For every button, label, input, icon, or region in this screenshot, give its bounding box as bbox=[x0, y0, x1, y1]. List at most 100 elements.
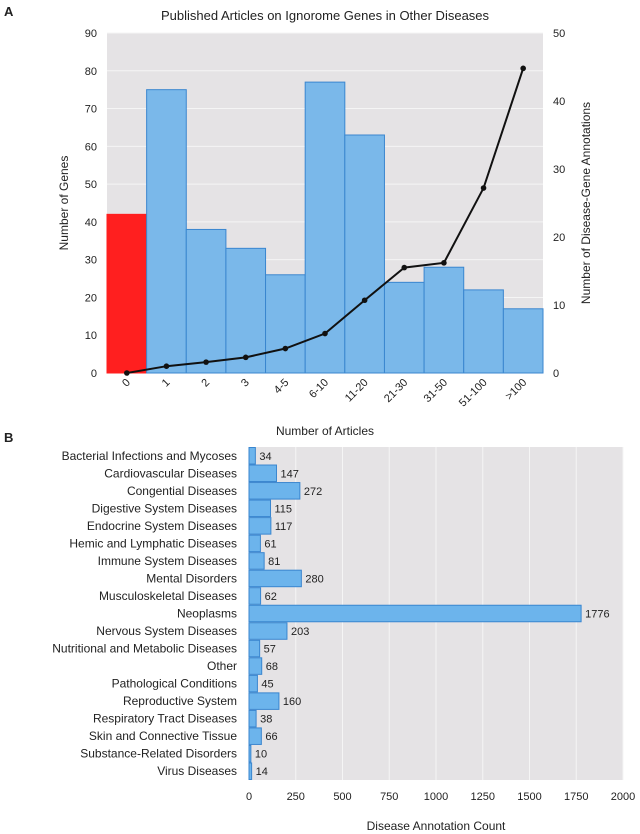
category-label: Reproductive System bbox=[123, 694, 237, 708]
bar-Cardiovascular Diseases bbox=[248, 464, 277, 483]
data-label: 203 bbox=[291, 626, 309, 638]
category-label: Immune System Diseases bbox=[98, 554, 237, 568]
line-point-51-100 bbox=[480, 185, 487, 191]
bar-1 bbox=[146, 89, 187, 374]
category-label: Pathological Conditions bbox=[112, 677, 237, 691]
data-label: 38 bbox=[260, 714, 272, 726]
bar->100 bbox=[502, 308, 544, 374]
category-label: Congential Diseases bbox=[127, 484, 237, 498]
x-tick-label: 500 bbox=[333, 791, 351, 803]
x-tick-label: 6-10 bbox=[307, 377, 331, 401]
category-label: Neoplasms bbox=[177, 607, 237, 621]
category-label: Digestive System Diseases bbox=[92, 501, 237, 515]
x-tick-label: 1250 bbox=[471, 791, 495, 803]
bar-31-50 bbox=[423, 266, 465, 374]
data-label: 45 bbox=[261, 679, 273, 691]
bar-Musculoskeletal Diseases bbox=[248, 587, 262, 605]
x-tick-label: 250 bbox=[287, 791, 305, 803]
line-point-31-50 bbox=[441, 260, 447, 266]
x-tick-label: >100 bbox=[503, 377, 529, 403]
line-point-21-30 bbox=[401, 264, 408, 271]
line-point-1 bbox=[163, 363, 170, 370]
x-tick-label: 750 bbox=[380, 791, 398, 803]
y-tick-label: 90 bbox=[85, 28, 97, 40]
data-label: 115 bbox=[275, 503, 293, 515]
bar-Substance-Related Disorders bbox=[248, 744, 252, 763]
data-label: 1776 bbox=[585, 609, 609, 621]
bar-6-10 bbox=[304, 81, 346, 374]
x-tick-label: 51-100 bbox=[457, 377, 490, 410]
bar-4-5 bbox=[265, 274, 306, 374]
line-point-3 bbox=[242, 354, 249, 361]
bar-21-30 bbox=[383, 281, 425, 374]
y-tick-label: 50 bbox=[85, 179, 97, 191]
line-point-6-10 bbox=[322, 330, 328, 337]
x-axis-label-b: Disease Annotation Count bbox=[367, 819, 506, 833]
bar-Hemic and Lymphatic Diseases bbox=[248, 534, 261, 553]
y2-axis-label: Number of Disease-Gene Annotations bbox=[579, 102, 593, 304]
category-label: Virus Diseases bbox=[157, 764, 237, 778]
bar-Bacterial Infections and Mycoses bbox=[248, 447, 256, 465]
line-point-4-5 bbox=[282, 345, 289, 352]
data-label: 62 bbox=[265, 591, 277, 603]
x-tick-label: 3 bbox=[239, 377, 252, 390]
data-label: 147 bbox=[280, 468, 298, 480]
bar-11-20 bbox=[344, 134, 385, 374]
data-label: 68 bbox=[266, 661, 278, 673]
x-tick-label: 1500 bbox=[517, 791, 541, 803]
data-label: 160 bbox=[283, 696, 301, 708]
x-tick-label: 11-20 bbox=[343, 377, 371, 405]
panel-label-b: B bbox=[4, 430, 13, 445]
y2-tick-label: 30 bbox=[553, 164, 565, 176]
bar-Congential Diseases bbox=[248, 482, 301, 500]
x-tick-label: 21-30 bbox=[382, 377, 410, 405]
y-tick-label: 80 bbox=[85, 66, 97, 78]
y-tick-label: 30 bbox=[85, 255, 97, 267]
bar-2 bbox=[185, 228, 227, 374]
y-axis-label: Number of Genes bbox=[57, 156, 71, 251]
y-tick-label: 10 bbox=[85, 330, 97, 342]
bar-Pathological Conditions bbox=[248, 674, 258, 693]
line-point-2 bbox=[203, 359, 209, 365]
bar-Immune System Diseases bbox=[248, 552, 265, 570]
x-axis-label: Number of Articles bbox=[276, 424, 374, 438]
bar-Skin and Connective Tissue bbox=[248, 727, 262, 745]
x-tick-label: 31-50 bbox=[422, 377, 450, 405]
y2-tick-label: 20 bbox=[553, 232, 565, 244]
y2-tick-label: 0 bbox=[553, 368, 559, 380]
bar-0 bbox=[106, 213, 148, 374]
data-label: 34 bbox=[259, 451, 271, 463]
data-label: 117 bbox=[275, 521, 293, 533]
bar-Other bbox=[248, 657, 263, 675]
category-label: Cardiovascular Diseases bbox=[104, 466, 237, 480]
x-tick-label: 1000 bbox=[424, 791, 448, 803]
category-label: Respiratory Tract Diseases bbox=[93, 712, 237, 726]
x-tick-label: 4-5 bbox=[272, 377, 292, 397]
y-tick-label: 40 bbox=[85, 217, 97, 229]
y-tick-label: 60 bbox=[85, 141, 97, 153]
data-label: 61 bbox=[264, 538, 276, 550]
x-tick-label: 1750 bbox=[564, 791, 588, 803]
bar-Respiratory Tract Diseases bbox=[248, 709, 257, 728]
y-tick-label: 0 bbox=[91, 368, 97, 380]
line-point->100 bbox=[520, 65, 526, 72]
category-label: Nutritional and Metabolic Diseases bbox=[52, 642, 237, 656]
chart-title: Published Articles on Ignorome Genes in … bbox=[161, 8, 490, 23]
data-label: 10 bbox=[255, 749, 267, 761]
x-tick-label: 2 bbox=[199, 377, 212, 390]
data-label: 14 bbox=[256, 766, 268, 778]
bar-Digestive System Diseases bbox=[248, 499, 272, 518]
category-label: Mental Disorders bbox=[146, 571, 237, 585]
category-label: Musculoskeletal Diseases bbox=[99, 589, 237, 603]
line-point-0 bbox=[124, 370, 130, 376]
data-label: 66 bbox=[265, 731, 277, 743]
data-label: 280 bbox=[305, 573, 323, 585]
x-tick-label: 1 bbox=[160, 377, 173, 390]
bar-Nervous System Diseases bbox=[248, 622, 288, 640]
bar-51-100 bbox=[463, 289, 504, 374]
category-label: Nervous System Diseases bbox=[96, 624, 237, 638]
category-label: Bacterial Infections and Mycoses bbox=[62, 449, 237, 463]
y2-tick-label: 10 bbox=[553, 300, 565, 312]
bar-Virus Diseases bbox=[248, 762, 253, 781]
